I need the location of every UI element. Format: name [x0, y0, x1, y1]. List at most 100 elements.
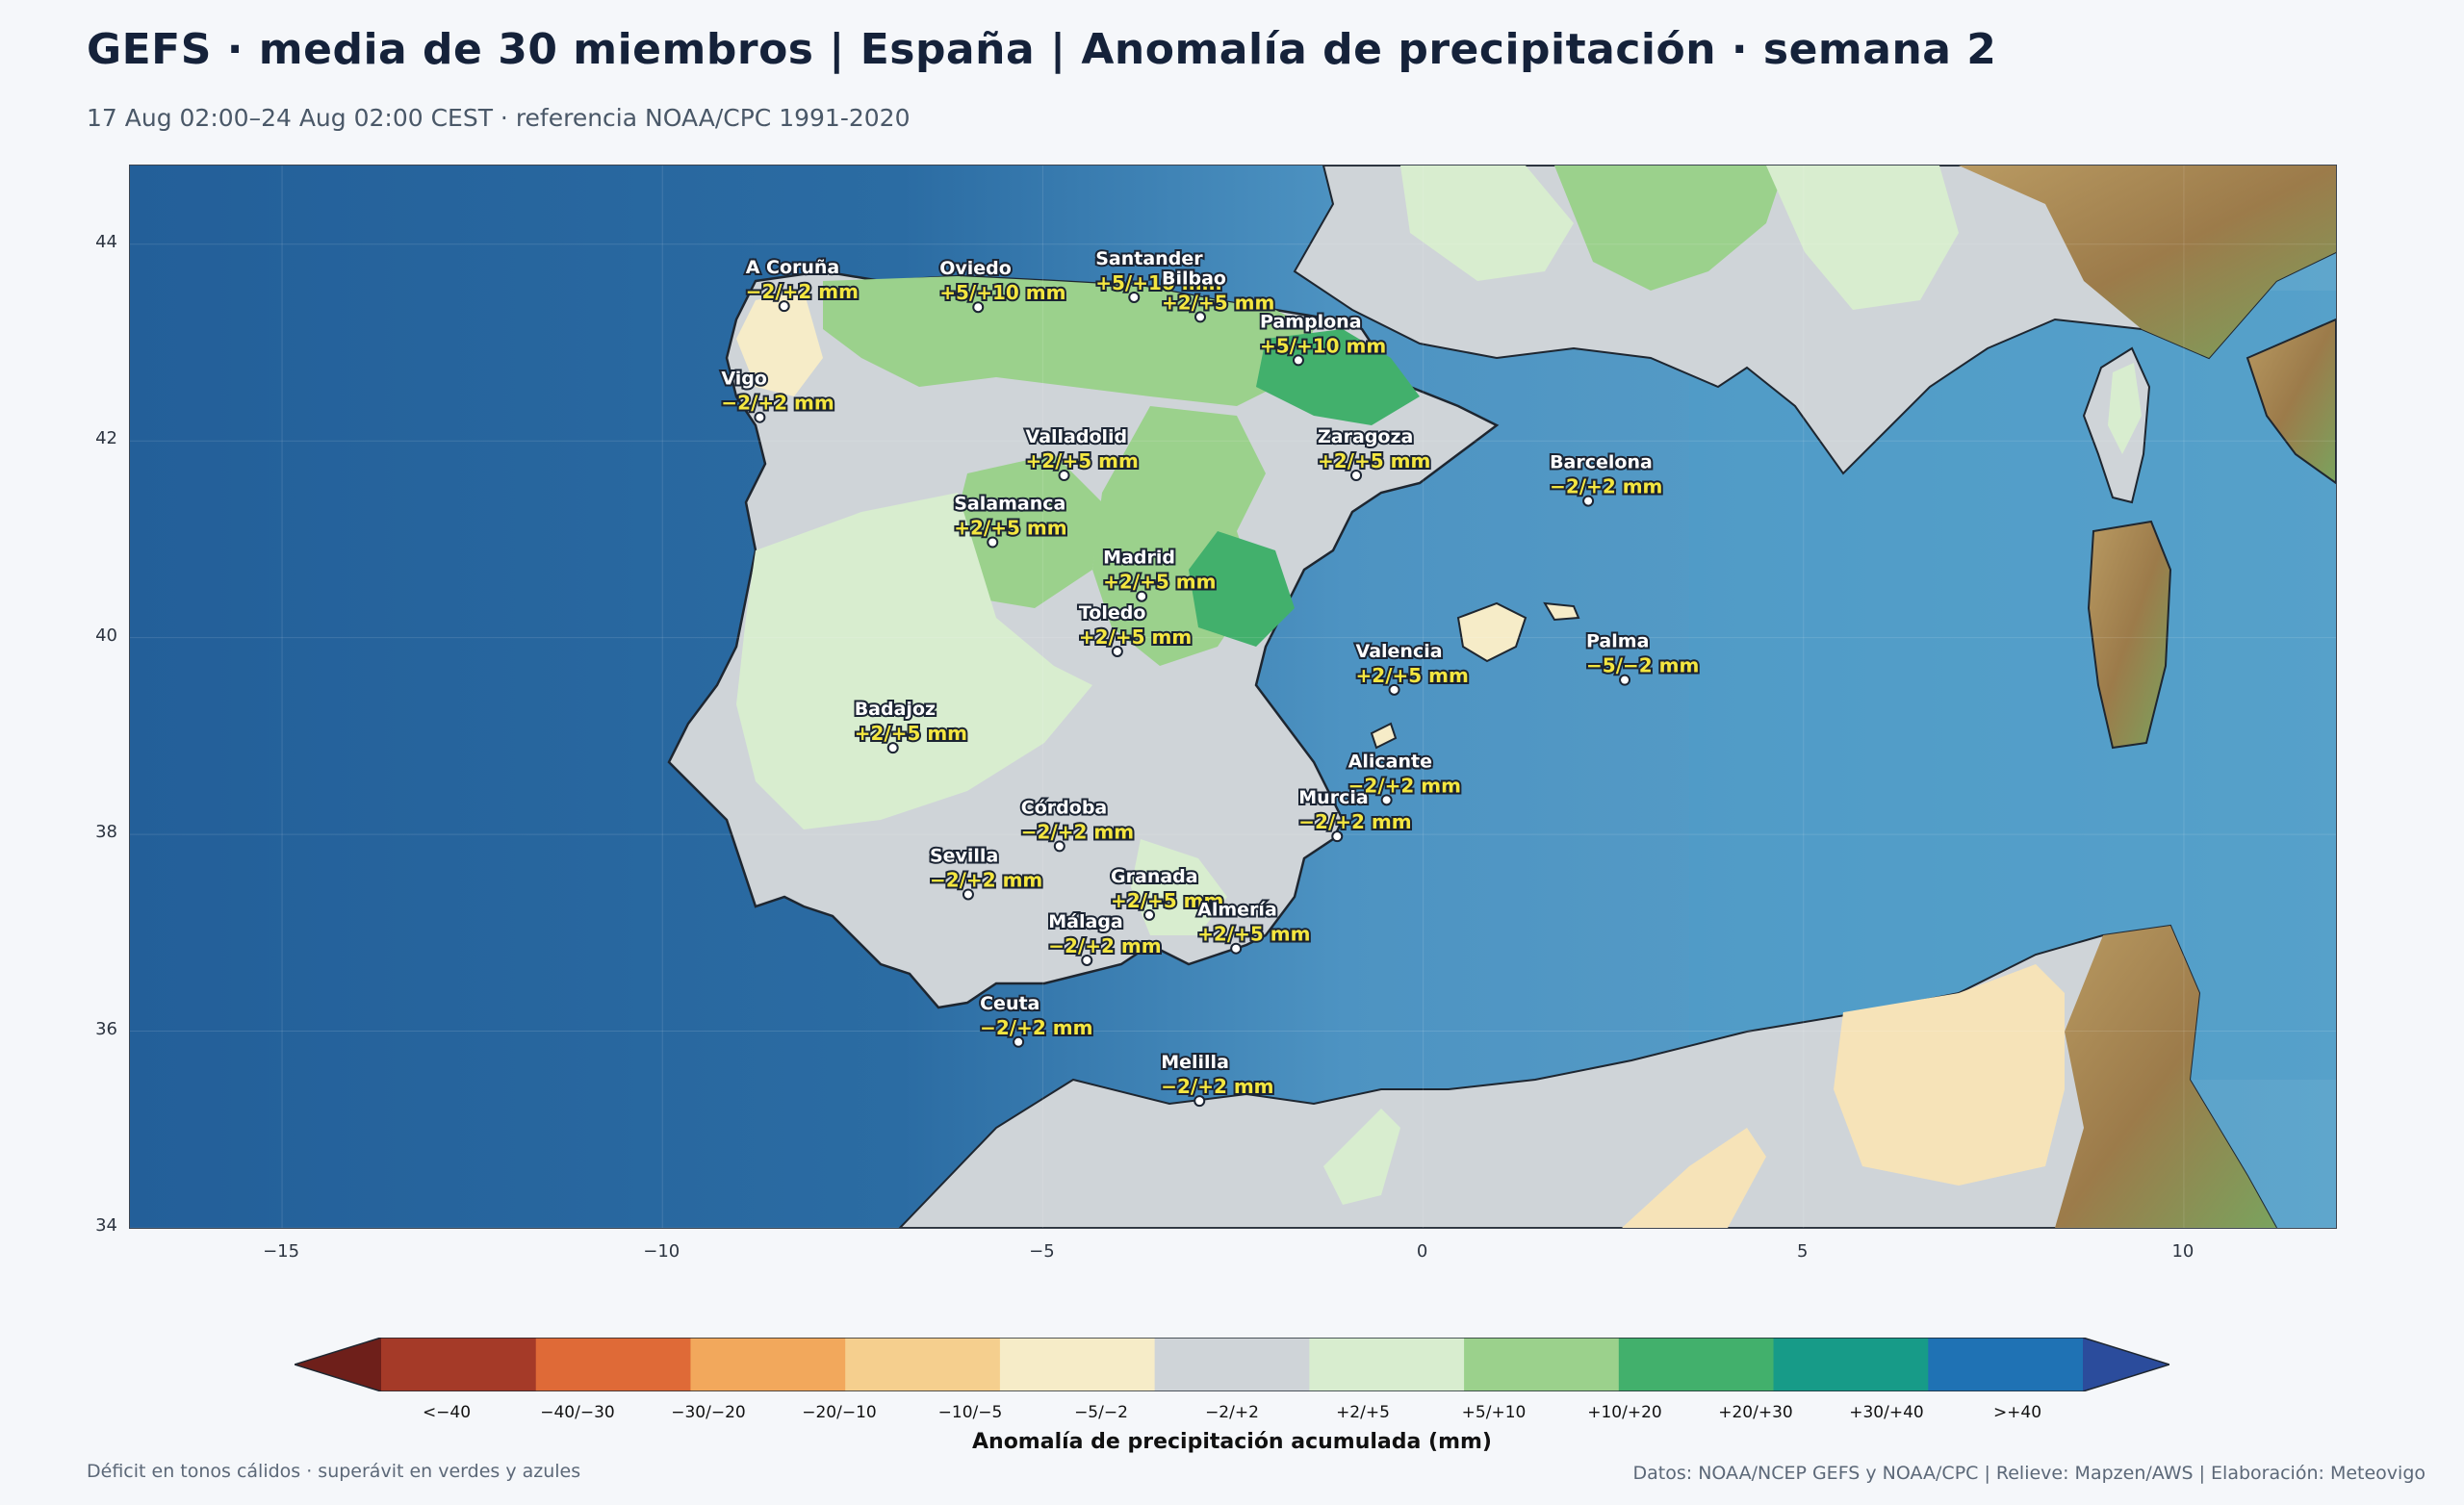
- lat-tick-label: 44: [95, 231, 117, 252]
- city-marker[interactable]: Palma−5/−2 mm: [1584, 629, 1701, 686]
- city-dot: [1058, 470, 1070, 481]
- city-marker[interactable]: Córdoba−2/+2 mm: [1019, 795, 1136, 853]
- city-marker[interactable]: Oviedo+5/+10 mm: [937, 256, 1067, 314]
- city-anomaly-label: +2/+5 mm: [954, 517, 1066, 540]
- city-dot: [1230, 942, 1243, 955]
- city-name-label: Melilla: [1161, 1052, 1229, 1073]
- city-marker[interactable]: Granada+2/+5 mm: [1109, 864, 1225, 921]
- city-name-label: Granada: [1111, 866, 1198, 887]
- city-name-label: Málaga: [1048, 911, 1122, 932]
- city-name-label: A Coruña: [746, 257, 840, 278]
- morocco-wet-patch: [1323, 1109, 1400, 1205]
- city-name-label: Valladolid: [1026, 426, 1128, 447]
- city-anomaly-label: −5/−2 mm: [1586, 654, 1699, 677]
- colorbar-tick-label: −40/−30: [540, 1403, 615, 1422]
- colorbar-title: Anomalía de precipitación acumulada (mm): [972, 1430, 1492, 1454]
- city-marker[interactable]: Murcia−2/+2 mm: [1296, 785, 1414, 843]
- city-name-label: Sevilla: [930, 845, 998, 866]
- map-panel[interactable]: A Coruña −2/+2 mm Oviedo +5/+10 mm Santander…: [129, 165, 2337, 1229]
- city-dot: [1380, 794, 1393, 806]
- city-dot: [987, 536, 999, 548]
- city-name-label: Zaragoza: [1318, 426, 1413, 447]
- city-marker[interactable]: Toledo+2/+5 mm: [1077, 600, 1194, 657]
- mediterranean-shallow: [1689, 291, 2336, 1080]
- city-anomaly-label: +5/+10 mm: [939, 281, 1065, 304]
- city-name-label: Murcia: [1298, 787, 1368, 808]
- colorbar-tick-label: −20/−10: [802, 1403, 877, 1422]
- city-marker[interactable]: Sevilla−2/+2 mm: [928, 843, 1044, 901]
- colorbar-bin: [1309, 1338, 1465, 1391]
- city-name-label: Toledo: [1079, 602, 1146, 624]
- colorbar-bin: [845, 1338, 1001, 1391]
- city-dot: [972, 301, 985, 314]
- city-dot: [1194, 1095, 1206, 1108]
- city-marker[interactable]: Málaga−2/+2 mm: [1046, 909, 1164, 966]
- lat-tick-label: 38: [95, 822, 117, 843]
- city-anomaly-label: −2/+2 mm: [930, 868, 1042, 891]
- city-name-label: Badajoz: [855, 699, 936, 720]
- city-dot: [1292, 354, 1304, 367]
- city-marker[interactable]: Pamplona+5/+10 mm: [1258, 309, 1388, 367]
- city-name-label: Pamplona: [1260, 311, 1362, 332]
- sardinia: [2087, 520, 2172, 750]
- city-name-label: Vigo: [721, 369, 767, 390]
- france-anomaly-patch-2: [1554, 166, 1785, 291]
- colorbar-bin: [295, 1338, 381, 1391]
- lon-tick-label: 0: [1416, 1241, 1428, 1262]
- city-marker[interactable]: Valladolid+2/+5 mm: [1024, 424, 1141, 481]
- city-name-label: Alicante: [1348, 751, 1432, 772]
- city-marker[interactable]: Almería+2/+5 mm: [1195, 898, 1312, 955]
- city-marker[interactable]: Valencia+2/+5 mm: [1354, 639, 1471, 696]
- colorbar-bin: [1618, 1338, 1775, 1391]
- page-title: GEFS · media de 30 miembros | España | A…: [87, 25, 1997, 74]
- city-name-label: Oviedo: [939, 258, 1012, 279]
- city-dot: [1194, 311, 1207, 323]
- city-marker[interactable]: Badajoz+2/+5 mm: [853, 697, 969, 754]
- city-marker[interactable]: Barcelona−2/+2 mm: [1548, 450, 1664, 507]
- city-name-label: Almería: [1197, 900, 1277, 921]
- city-name-label: Madrid: [1103, 548, 1175, 569]
- city-marker[interactable]: Ceuta−2/+2 mm: [978, 991, 1094, 1048]
- colorbar-tick-label: −10/−5: [937, 1403, 1003, 1422]
- city-anomaly-label: +2/+5 mm: [1026, 449, 1139, 472]
- city-marker[interactable]: Vigo−2/+2 mm: [719, 367, 836, 423]
- city-anomaly-label: +2/+5 mm: [1356, 664, 1469, 687]
- city-name-label: Valencia: [1356, 641, 1443, 662]
- city-anomaly-label: −2/+2 mm: [721, 392, 834, 415]
- city-name-label: Bilbao: [1162, 268, 1226, 289]
- algeria-dry-patch-2: [1622, 1128, 1766, 1228]
- algeria-dry-patch: [1834, 964, 2065, 1186]
- footer-credits: Datos: NOAA/NCEP GEFS y NOAA/CPC | Relie…: [1632, 1463, 2426, 1484]
- colorbar-tick-label: +2/+5: [1336, 1403, 1390, 1422]
- city-anomaly-label: −2/+2 mm: [1298, 810, 1411, 833]
- mallorca: [1456, 601, 1527, 663]
- city-dot: [778, 300, 790, 313]
- city-name-label: Córdoba: [1021, 797, 1107, 818]
- city-anomaly-label: −2/+2 mm: [746, 280, 859, 303]
- city-marker[interactable]: Alicante−2/+2 mm: [1347, 749, 1463, 806]
- city-dot: [1331, 830, 1344, 843]
- city-marker[interactable]: Salamanca+2/+5 mm: [952, 492, 1069, 548]
- colorbar-tick-label: +20/+30: [1718, 1403, 1793, 1422]
- colorbar-tick-label: +5/+10: [1461, 1403, 1527, 1422]
- city-anomaly-label: +2/+5 mm: [1162, 291, 1274, 314]
- city-anomaly-label: −2/+2 mm: [1048, 934, 1161, 957]
- city-dot: [1053, 840, 1065, 853]
- colorbar-bin: [690, 1338, 846, 1391]
- west-castile-wet: [948, 454, 1102, 608]
- city-marker[interactable]: Zaragoza+2/+5 mm: [1316, 424, 1432, 481]
- page-subtitle: 17 Aug 02:00–24 Aug 02:00 CEST · referen…: [87, 104, 911, 132]
- city-marker[interactable]: Madrid+2/+5 mm: [1101, 546, 1218, 602]
- city-marker[interactable]: Bilbao+2/+5 mm: [1160, 266, 1276, 323]
- city-dot: [1582, 495, 1595, 507]
- city-marker[interactable]: Santander+5/+10 mm: [1093, 246, 1223, 303]
- city-dot: [754, 411, 766, 423]
- lon-tick-label: −15: [263, 1241, 300, 1262]
- colorbar-bin: [999, 1338, 1156, 1391]
- city-marker[interactable]: Melilla−2/+2 mm: [1159, 1050, 1276, 1108]
- city-marker[interactable]: A Coruña−2/+2 mm: [744, 255, 860, 313]
- city-anomaly-label: −2/+2 mm: [1021, 820, 1134, 843]
- city-dot: [1013, 1035, 1025, 1048]
